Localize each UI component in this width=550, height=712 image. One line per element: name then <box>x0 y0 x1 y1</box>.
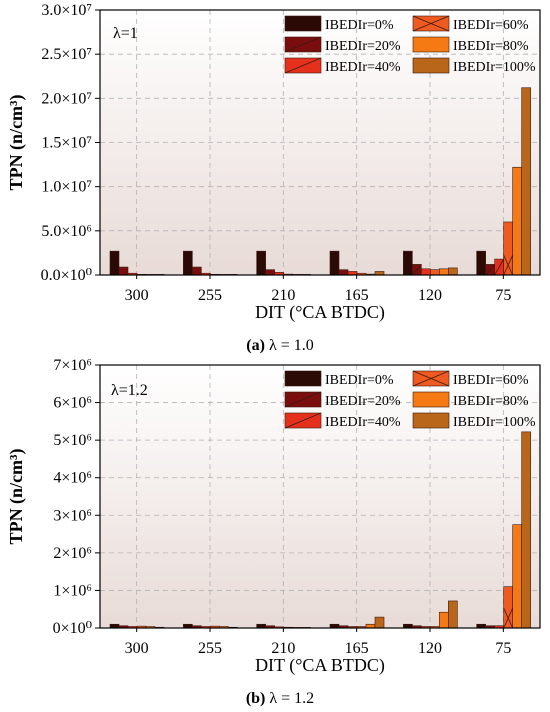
x-tick-label: 210 <box>271 640 295 657</box>
legend-label: IBEDIr=0% <box>325 373 394 388</box>
legend-swatch <box>412 391 450 408</box>
x-tick-label: 120 <box>418 640 442 657</box>
legend-swatch <box>412 412 450 429</box>
legend-hatch <box>284 412 322 429</box>
legend-hatch <box>284 57 322 74</box>
x-axis-title: DIT (°CA BTDC) <box>255 302 385 323</box>
bar-hatch <box>485 264 495 276</box>
bar-IBEDIr=80% <box>512 166 522 276</box>
bar-IBEDIr=100% <box>521 87 531 276</box>
legend-label: IBEDIr=60% <box>453 373 529 388</box>
legend-label: IBEDIr=40% <box>325 60 401 75</box>
y-tick-label: 1×10⁶ <box>53 582 92 599</box>
bar-IBEDIr=0% <box>256 250 266 276</box>
bar-IBEDIr=60% <box>430 269 440 276</box>
x-tick-label: 300 <box>125 640 149 657</box>
chart-panel-1: 0.0×10⁰ 5.0×10⁶ 1.0×10⁷ 1.5×10⁷ 2.0×10⁷ 2.5×1… <box>6 2 541 354</box>
y-tick-label: 7×10⁶ <box>53 357 92 374</box>
legend-hatch <box>284 391 322 408</box>
bar-IBEDIr=0% <box>403 250 413 276</box>
y-tick-label: 0.0×10⁰ <box>41 267 92 284</box>
x-tick-label: 255 <box>198 640 222 657</box>
y-tick-label: 2×10⁶ <box>53 545 92 562</box>
bar-IBEDIr=20% <box>265 269 275 276</box>
bar-IBEDIr=100% <box>448 600 458 629</box>
bar-hatch <box>412 264 422 276</box>
figure-caption: (b) λ = 1.2 <box>246 690 314 707</box>
bar-IBEDIr=80% <box>439 268 449 276</box>
legend-hatch <box>284 36 322 53</box>
plot-background <box>100 365 540 628</box>
panel-tag: λ=1 <box>113 25 138 42</box>
x-tick-label: 120 <box>418 287 442 304</box>
bar-hatch <box>503 255 514 276</box>
bar-IBEDIr=0% <box>183 250 193 276</box>
x-tick-label: 75 <box>495 640 511 657</box>
bar-IBEDIr=40% <box>421 268 431 276</box>
x-tick-label: 255 <box>198 287 222 304</box>
chart-panel-2: 0×10⁰ 1×10⁶ 2×10⁶ 3×10⁶ 4×10⁶ 5×10⁶ 6×10⁶ 7×10⁶… <box>6 357 541 707</box>
bar-IBEDIr=80% <box>439 611 449 629</box>
legend-label: IBEDIr=80% <box>453 39 529 54</box>
legend-swatch <box>412 36 450 53</box>
y-axis-title: TPN (n/cm³) <box>6 449 27 545</box>
legend-label: IBEDIr=100% <box>453 60 536 75</box>
y-tick-label: 5×10⁶ <box>53 432 92 449</box>
legend-label: IBEDIr=0% <box>325 18 394 33</box>
bar-IBEDIr=100% <box>448 267 458 276</box>
legend-label: IBEDIr=80% <box>453 394 529 409</box>
bar-IBEDIr=0% <box>329 250 340 276</box>
bar-hatch <box>494 258 505 276</box>
x-tick-label: 165 <box>345 287 369 304</box>
y-axis-title: TPN (n/cm³) <box>6 95 27 191</box>
legend-swatch <box>284 15 322 32</box>
y-tick-label: 3.0×10⁷ <box>41 2 92 19</box>
bar-IBEDIr=20% <box>118 266 129 276</box>
x-tick-label: 75 <box>495 287 511 304</box>
legend-label: IBEDIr=60% <box>453 18 529 33</box>
x-tick-label: 165 <box>345 640 369 657</box>
y-tick-label: 3×10⁶ <box>53 507 92 524</box>
y-tick-label: 1.5×10⁷ <box>41 135 92 152</box>
bar-IBEDIr=60% <box>503 586 513 629</box>
plot-frame <box>99 364 541 629</box>
legend-hatch <box>412 15 450 32</box>
y-tick-label: 0×10⁰ <box>53 620 92 637</box>
y-tick-label: 2.0×10⁷ <box>41 90 92 107</box>
y-tick-label: 2.5×10⁷ <box>41 46 92 63</box>
bar-IBEDIr=20% <box>338 269 349 276</box>
x-tick-label: 210 <box>271 287 295 304</box>
legend-label: IBEDIr=20% <box>325 394 401 409</box>
y-tick-label: 6×10⁶ <box>53 395 92 412</box>
bar-IBEDIr=60% <box>503 221 513 276</box>
x-tick-label: 300 <box>125 287 149 304</box>
panel-tag: λ=1.2 <box>111 382 148 399</box>
legend-hatch <box>412 370 450 387</box>
y-tick-label: 4×10⁶ <box>53 470 92 487</box>
legend-label: IBEDIr=40% <box>325 415 401 430</box>
y-tick-label: 1.0×10⁷ <box>41 179 92 196</box>
legend-label: IBEDIr=100% <box>453 415 536 430</box>
legend-swatch <box>284 370 322 387</box>
legend-swatch <box>412 57 450 74</box>
bar-IBEDIr=80% <box>512 524 522 629</box>
bar-hatch <box>503 608 514 629</box>
legend-label: IBEDIr=20% <box>325 39 401 54</box>
x-axis-title: DIT (°CA BTDC) <box>255 655 385 676</box>
figure-caption: (a) λ = 1.0 <box>246 337 313 354</box>
bar-IBEDIr=100% <box>374 616 385 629</box>
bar-IBEDIr=20% <box>192 266 202 276</box>
bar-IBEDIr=0% <box>109 250 120 276</box>
bar-IBEDIr=0% <box>476 250 486 276</box>
y-tick-label: 5.0×10⁶ <box>41 223 92 240</box>
bar-IBEDIr=100% <box>521 431 531 629</box>
